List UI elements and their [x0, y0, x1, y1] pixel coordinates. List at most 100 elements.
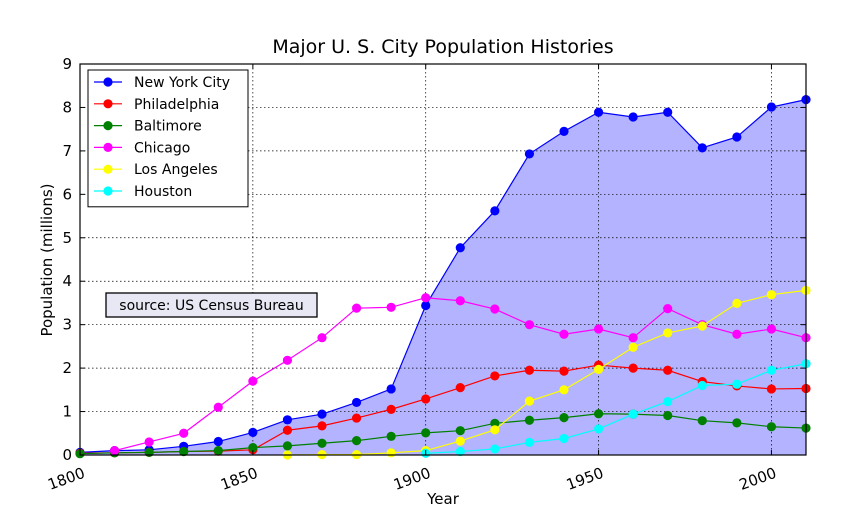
data-point-philadelphia [766, 384, 777, 394]
data-point-houston [732, 379, 742, 389]
data-point-philadelphia [559, 366, 569, 376]
data-point-baltimore [179, 446, 189, 457]
data-point-los-angeles [386, 448, 396, 458]
legend-label: Houston [134, 184, 192, 200]
data-point-chicago [213, 402, 223, 412]
x-tick-label: 1800 [45, 464, 87, 494]
data-point-baltimore [663, 410, 673, 421]
data-point-baltimore [490, 418, 500, 428]
data-point-new-york-city [282, 415, 293, 425]
y-tick-label: 4 [62, 272, 72, 290]
data-point-chicago [351, 303, 362, 313]
data-point-los-angeles [697, 321, 707, 331]
data-point-baltimore [386, 431, 396, 441]
y-tick-label: 7 [62, 142, 72, 160]
plot-frame [79, 63, 807, 456]
legend-item-chicago: Chicago [94, 140, 190, 156]
data-point-new-york-city [317, 409, 327, 419]
data-point-baltimore [524, 415, 535, 425]
chart-title: Major U. S. City Population Histories [272, 36, 613, 58]
y-tick-label: 3 [62, 316, 72, 334]
data-point-los-angeles [766, 290, 777, 300]
data-point-philadelphia [386, 404, 396, 414]
series-line-houston [425, 363, 807, 454]
x-axis-label: Year [426, 490, 460, 508]
data-point-chicago [386, 302, 396, 312]
data-point-houston [766, 365, 777, 375]
data-point-los-angeles [628, 342, 638, 352]
data-point-chicago [144, 437, 154, 447]
x-tick-label: 2000 [737, 464, 779, 494]
y-tick-label: 1 [62, 403, 72, 421]
series-line-baltimore [79, 413, 807, 455]
legend-swatch-marker [103, 142, 113, 152]
legend-item-los-angeles: Los Angeles [94, 162, 218, 178]
legend: New York City Philadelphia Baltimore Chicag… [87, 69, 249, 208]
data-point-chicago [109, 446, 120, 456]
legend-label: Chicago [134, 140, 190, 156]
data-point-chicago [282, 355, 293, 365]
data-point-new-york-city [248, 427, 258, 438]
data-point-los-angeles [524, 396, 535, 406]
data-point-new-york-city [421, 300, 431, 311]
data-point-chicago [663, 303, 673, 314]
data-point-baltimore [282, 441, 293, 451]
data-point-chicago [248, 376, 258, 386]
data-point-baltimore [351, 436, 362, 446]
data-point-baltimore [697, 416, 707, 426]
legend-item-philadelphia: Philadelphia [94, 97, 219, 113]
data-point-baltimore [455, 426, 465, 436]
data-point-los-angeles [559, 385, 569, 395]
legend-item-baltimore: Baltimore [94, 119, 202, 135]
data-point-new-york-city [351, 397, 362, 408]
data-point-los-angeles [732, 298, 742, 308]
data-point-baltimore [248, 443, 258, 453]
legend-label: Baltimore [134, 119, 202, 135]
legend-label: Philadelphia [134, 97, 219, 113]
y-tick-label: 2 [62, 359, 72, 377]
data-point-houston [663, 396, 673, 407]
data-point-chicago [421, 293, 431, 303]
data-point-philadelphia [351, 413, 362, 423]
data-point-houston [559, 433, 569, 444]
data-point-philadelphia [663, 365, 673, 375]
source-annotation: source: US Census Bureau [105, 292, 318, 318]
data-point-chicago [179, 428, 189, 438]
data-point-baltimore [317, 438, 327, 448]
data-point-philadelphia [455, 383, 465, 393]
data-point-philadelphia [282, 425, 293, 435]
y-tick-label: 0 [62, 446, 72, 464]
y-tick-label: 5 [62, 229, 72, 247]
data-point-baltimore [144, 447, 154, 457]
series-los-angeles [282, 285, 811, 460]
legend-swatch-marker [103, 77, 113, 87]
data-point-houston [628, 409, 638, 419]
legend-swatch-marker [103, 186, 113, 196]
legend-swatch-marker [103, 121, 113, 131]
legend-label: Los Angeles [134, 162, 218, 178]
data-point-new-york-city [732, 132, 742, 142]
data-point-baltimore [213, 446, 223, 456]
data-point-philadelphia [490, 371, 500, 381]
data-point-houston [524, 437, 535, 447]
data-point-new-york-city [663, 107, 673, 117]
data-point-los-angeles [593, 364, 604, 375]
data-point-chicago [559, 329, 569, 339]
series-chicago [109, 293, 811, 456]
data-point-chicago [455, 296, 465, 306]
data-point-chicago [766, 324, 777, 334]
legend-item-new-york-city: New York City [94, 75, 230, 91]
y-tick-label: 9 [62, 55, 72, 73]
data-point-baltimore [593, 409, 604, 419]
data-point-new-york-city [628, 112, 638, 122]
legend-item-houston: Houston [94, 184, 192, 200]
data-point-baltimore [559, 413, 569, 423]
data-point-houston [697, 380, 707, 391]
x-tick-label: 1850 [218, 464, 260, 494]
data-point-baltimore [732, 418, 742, 428]
series-line-new-york-city [79, 99, 807, 453]
data-point-new-york-city [559, 126, 569, 136]
data-point-baltimore [421, 428, 431, 438]
data-point-philadelphia [628, 363, 638, 373]
legend-swatch-marker [103, 164, 113, 174]
